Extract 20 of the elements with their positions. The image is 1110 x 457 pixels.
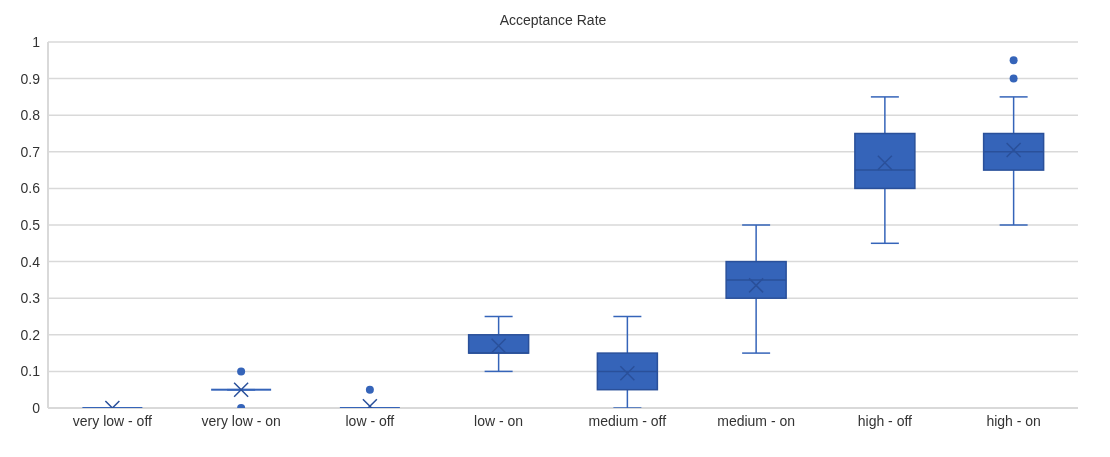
x-tick-label: medium - off [588,412,667,429]
x-tick-label: low - off [345,412,395,429]
x-tick-label: high - on [986,412,1041,429]
y-tick-label: 0.1 [20,363,41,380]
x-tick-label: low - on [474,412,524,429]
chart-title: Acceptance Rate [498,11,608,30]
y-tick-label: 0.4 [20,253,41,270]
x-tick-label: very low - off [72,412,153,429]
y-tick-label: 0 [32,399,41,416]
y-tick-label: 0.7 [20,143,41,160]
x-tick-label: very low - on [201,412,281,429]
y-tick-label: 0.9 [20,70,41,87]
y-tick-label: 0.6 [20,180,41,197]
y-tick-label: 0.2 [20,326,41,343]
x-tick-label: high - off [857,412,913,429]
y-tick-label: 1 [32,33,41,50]
y-tick-label: 0.3 [20,290,41,307]
x-tick-label: medium - on [717,412,796,429]
y-tick-label: 0.8 [20,107,41,124]
y-tick-label: 0.5 [20,216,41,233]
